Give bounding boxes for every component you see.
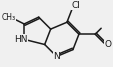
Text: N: N xyxy=(53,52,60,61)
Text: CH₃: CH₃ xyxy=(2,13,16,22)
Text: Cl: Cl xyxy=(70,1,79,10)
Text: HN: HN xyxy=(14,35,28,44)
Text: O: O xyxy=(103,40,110,49)
